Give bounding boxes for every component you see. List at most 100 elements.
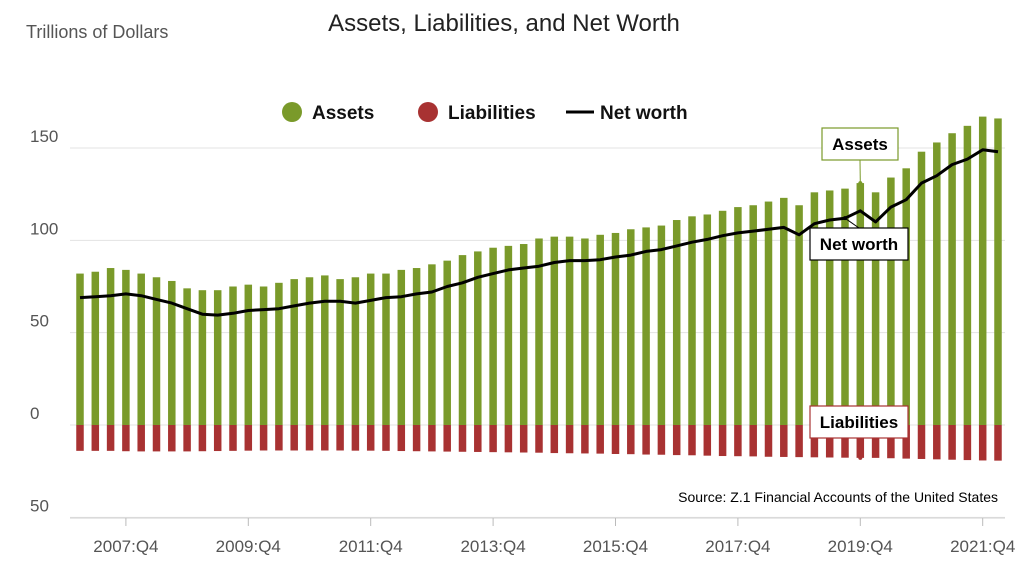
asset-bar-14 xyxy=(290,279,298,425)
liability-bar-32 xyxy=(565,425,574,454)
asset-bar-4 xyxy=(137,273,145,425)
asset-bar-7 xyxy=(183,288,191,425)
asset-bar-38 xyxy=(657,225,666,425)
liability-bar-28 xyxy=(504,425,513,453)
asset-bar-60 xyxy=(994,118,1002,425)
asset-bar-34 xyxy=(596,234,604,425)
liability-bar-1 xyxy=(91,425,100,451)
asset-bar-52 xyxy=(871,192,880,425)
asset-bar-35 xyxy=(611,232,620,425)
y-tick-label-4: 50 xyxy=(30,496,49,515)
asset-bar-15 xyxy=(305,277,314,425)
legend-marker-1 xyxy=(418,102,438,122)
asset-bar-0 xyxy=(76,273,84,425)
asset-bar-51 xyxy=(856,183,865,425)
liability-bar-36 xyxy=(627,425,635,455)
y-tick-label-3: 0 xyxy=(30,404,39,423)
asset-bar-11 xyxy=(244,284,253,425)
x-tick-label-4: 2015:Q4 xyxy=(583,537,648,556)
annotation-label-2: Liabilities xyxy=(820,413,898,432)
liability-bar-23 xyxy=(428,425,436,452)
liability-bar-15 xyxy=(305,425,314,451)
liability-bar-18 xyxy=(351,425,360,451)
liability-bar-25 xyxy=(458,425,467,452)
liability-bar-12 xyxy=(259,425,268,451)
liability-bar-34 xyxy=(596,425,604,454)
liability-bar-8 xyxy=(198,425,207,452)
liability-bar-29 xyxy=(519,425,528,453)
asset-bar-17 xyxy=(336,279,344,425)
asset-bar-50 xyxy=(841,188,849,425)
liability-bar-17 xyxy=(336,425,344,451)
source-note: Source: Z.1 Financial Accounts of the Un… xyxy=(678,489,998,505)
bars xyxy=(76,116,1002,461)
x-tick-label-3: 2013:Q4 xyxy=(460,537,525,556)
liability-bar-53 xyxy=(887,425,895,459)
asset-bar-20 xyxy=(382,273,390,425)
liability-bar-31 xyxy=(550,425,559,454)
x-tick-label-2: 2011:Q4 xyxy=(339,537,403,556)
asset-bar-12 xyxy=(259,286,268,425)
asset-bar-27 xyxy=(489,247,497,425)
liability-bar-2 xyxy=(106,425,115,451)
y-tick-label-0: 150 xyxy=(30,127,58,146)
liability-bar-3 xyxy=(122,425,130,452)
asset-bar-54 xyxy=(902,168,910,425)
annotation-box-1 xyxy=(809,227,909,261)
asset-bar-56 xyxy=(933,142,941,425)
asset-bar-57 xyxy=(948,133,956,425)
asset-bar-55 xyxy=(917,151,926,425)
asset-bar-47 xyxy=(795,205,803,425)
asset-bar-16 xyxy=(321,275,329,425)
asset-bar-58 xyxy=(963,125,972,425)
asset-bar-53 xyxy=(887,177,895,425)
legend-label-2: Net worth xyxy=(600,103,688,124)
asset-bar-44 xyxy=(749,205,757,425)
liability-bar-33 xyxy=(581,425,589,454)
y-tick-label-2: 50 xyxy=(30,312,49,331)
annotation-anchor-0 xyxy=(858,181,863,186)
asset-bar-5 xyxy=(152,277,161,425)
liability-bar-59 xyxy=(978,425,987,461)
asset-bar-18 xyxy=(351,277,360,425)
liability-bar-35 xyxy=(611,425,620,454)
asset-bar-21 xyxy=(397,269,406,425)
asset-bar-42 xyxy=(718,210,727,425)
y-tick-labels: 150 100 50 0 50 xyxy=(30,127,58,515)
asset-bar-25 xyxy=(458,255,467,425)
asset-bar-22 xyxy=(412,268,421,425)
annotation-box-2 xyxy=(809,405,909,439)
liability-bar-55 xyxy=(917,425,926,459)
asset-bar-33 xyxy=(581,238,589,425)
liability-bar-54 xyxy=(902,425,910,459)
liability-bar-39 xyxy=(672,425,681,456)
liability-bar-27 xyxy=(489,425,497,453)
liability-bar-5 xyxy=(152,425,161,452)
liability-bar-22 xyxy=(412,425,421,452)
annotation-label-0: Assets xyxy=(832,135,888,154)
liability-bar-41 xyxy=(703,425,712,456)
asset-bar-24 xyxy=(443,260,451,425)
liability-bar-0 xyxy=(76,425,84,451)
liability-bar-58 xyxy=(963,425,972,461)
asset-bar-9 xyxy=(213,290,222,425)
liability-bar-47 xyxy=(795,425,803,458)
liability-bar-11 xyxy=(244,425,253,451)
liability-bar-49 xyxy=(825,425,834,458)
liability-bar-14 xyxy=(290,425,298,451)
liability-bar-21 xyxy=(397,425,406,452)
asset-bar-8 xyxy=(198,290,207,425)
asset-bar-1 xyxy=(91,271,100,425)
asset-bar-48 xyxy=(810,192,819,425)
annotation-anchor-2 xyxy=(858,455,863,460)
liability-bar-20 xyxy=(382,425,390,451)
asset-bar-46 xyxy=(780,197,788,425)
annotation-anchor-1 xyxy=(843,216,847,221)
annotation-leader-2 xyxy=(858,437,861,458)
asset-bar-29 xyxy=(519,244,528,425)
asset-bar-41 xyxy=(703,214,712,425)
liability-bar-50 xyxy=(841,425,849,458)
annotation-label-1: Net worth xyxy=(820,235,898,254)
liability-bar-42 xyxy=(718,425,727,457)
